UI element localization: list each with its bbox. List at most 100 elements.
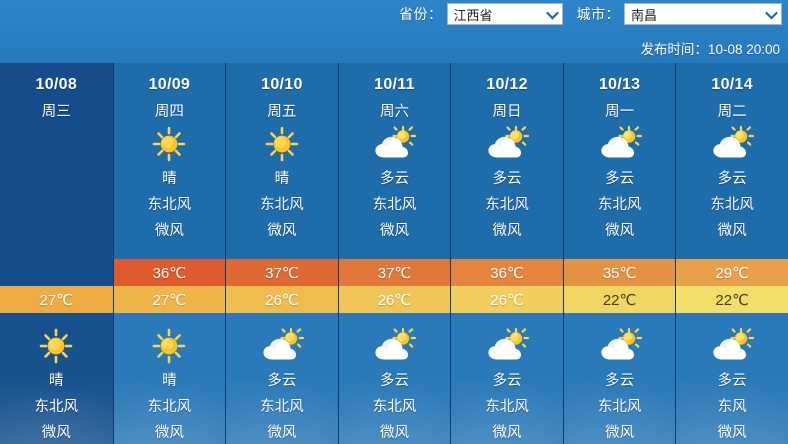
night-wind-direction: 东北风 <box>485 399 529 415</box>
high-temperature: 36℃ <box>113 259 226 286</box>
low-temperature: 26℃ <box>226 286 338 313</box>
night-wind-direction: 东北风 <box>260 399 304 415</box>
forecast-weekday: 周日 <box>492 104 522 120</box>
high-temperature: 37℃ <box>338 259 451 286</box>
night-wind-direction: 东北风 <box>372 399 417 415</box>
forecast-column[interactable]: 10/10 周五晴东北风 微风 37℃ 26℃ 多云 东北风 微风 <box>225 63 338 444</box>
night-wind-power: 微风 <box>605 425 635 441</box>
day-wind-power: 微风 <box>267 223 297 239</box>
high-temperature: 37℃ <box>226 259 338 286</box>
night-condition: 多云 <box>379 373 409 389</box>
forecast-column[interactable]: 10/14 周二 多云 东北风 微风 29℃ 22℃ 多云 东风 微风 <box>675 63 788 444</box>
day-forecast-cell: 10/11 周六多云东北风微风 <box>338 63 451 259</box>
day-wind-direction: 东北风 <box>710 197 754 213</box>
high-temperature <box>0 259 113 286</box>
night-forecast-cell: 多云 东北风 微风 <box>226 313 338 444</box>
day-wind-direction: 东北风 <box>147 197 192 213</box>
forecast-weekday: 周三 <box>41 104 71 120</box>
day-wind-direction: 东北风 <box>372 197 417 213</box>
low-temperature: 22℃ <box>563 286 676 313</box>
forecast-column[interactable]: 10/12 周日 多云 东北风 微风 36℃ 26℃ 多云 东北风 微风 <box>450 63 563 444</box>
sun-cloud-icon <box>260 327 304 365</box>
location-selectors: 省份： 江西省 城市： 南昌 <box>399 3 784 25</box>
day-forecast-cell: 10/13 周一多云东北风微风 <box>563 63 676 259</box>
sun-icon <box>147 125 191 163</box>
day-condition: 晴 <box>274 171 290 187</box>
forecast-weekday: 周四 <box>154 104 184 120</box>
sun-icon <box>34 327 78 365</box>
forecast-date: 10/11 <box>374 76 415 93</box>
sun-cloud-icon <box>710 327 755 365</box>
night-condition: 多云 <box>717 373 747 389</box>
sun-icon <box>147 327 191 365</box>
night-wind-power: 微风 <box>41 425 71 441</box>
city-label: 城市： <box>576 6 620 22</box>
day-forecast-cell: 10/10 周五晴东北风 微风 <box>226 63 338 259</box>
forecast-date: 10/12 <box>486 76 528 93</box>
sun-cloud-icon <box>485 327 530 365</box>
chevron-down-icon <box>767 9 776 18</box>
night-wind-power: 微风 <box>379 425 409 441</box>
day-forecast-cell: 10/09 周四晴东北风 微风 <box>113 63 226 259</box>
sun-cloud-icon <box>485 125 530 163</box>
night-wind-direction: 东风 <box>717 399 747 415</box>
city-select[interactable]: 南昌 <box>624 3 782 25</box>
day-wind-direction: 东北风 <box>485 197 529 213</box>
low-temperature: 26℃ <box>338 286 451 313</box>
sun-icon <box>260 125 304 163</box>
forecast-column[interactable]: 10/11 周六 多云 东北风 微风 37℃ 26℃ 多云 东北风 微风 <box>337 63 451 444</box>
night-forecast-cell: 多云 东北风 微风 <box>338 313 451 444</box>
forecast-column[interactable]: 10/09 周四晴东北风 微风 36℃ 27℃ 晴东北风 微风 <box>112 63 226 444</box>
night-condition: 多云 <box>605 373 635 389</box>
header-bar: 省份： 江西省 城市： 南昌 发布时间：10-08 20:00 <box>0 0 788 63</box>
high-temperature: 35℃ <box>563 259 676 286</box>
high-temperature: 36℃ <box>451 259 563 286</box>
day-forecast-cell: 10/12 周日多云东北风微风 <box>451 63 563 259</box>
night-forecast-cell: 多云 东北风 微风 <box>563 313 676 444</box>
day-wind-direction: 东北风 <box>260 197 304 213</box>
day-wind-direction: 东北风 <box>597 197 642 213</box>
night-condition: 晴 <box>162 373 177 389</box>
sun-cloud-icon <box>372 125 417 163</box>
forecast-column[interactable]: 10/13 周一 多云 东北风 微风 35℃ 22℃ 多云 东北风 微风 <box>562 63 676 444</box>
night-wind-power: 微风 <box>267 425 297 441</box>
night-wind-power: 微风 <box>717 425 747 441</box>
publish-time: 发布时间：10-08 20:00 <box>640 42 780 57</box>
forecast-date: 10/14 <box>711 76 753 93</box>
night-condition: 多云 <box>492 373 522 389</box>
forecast-weekday: 周六 <box>379 104 409 120</box>
province-label: 省份： <box>399 6 443 22</box>
night-wind-direction: 东北风 <box>147 399 192 415</box>
low-temperature: 22℃ <box>676 286 788 313</box>
day-forecast-cell: 10/14 周二 多云 东北风 微风 <box>676 63 788 259</box>
low-temperature: 26℃ <box>451 286 563 313</box>
night-condition: 晴 <box>49 373 64 389</box>
city-select-value: 南昌 <box>631 7 658 23</box>
day-condition: 多云 <box>492 171 522 187</box>
sun-cloud-icon <box>598 125 642 163</box>
high-temperature: 29℃ <box>676 259 788 286</box>
day-wind-power: 微风 <box>717 223 747 239</box>
forecast-column[interactable]: 10/08 周三 27℃ 晴东北风 微风 <box>0 63 113 444</box>
night-forecast-cell: 多云 东北风 微风 <box>451 313 563 444</box>
night-wind-direction: 东北风 <box>597 399 642 415</box>
night-wind-power: 微风 <box>492 425 522 441</box>
night-wind-direction: 东北风 <box>34 399 79 415</box>
night-forecast-cell: 晴东北风 微风 <box>0 313 113 444</box>
forecast-weekday: 周一 <box>605 104 635 120</box>
night-condition: 多云 <box>267 373 297 389</box>
forecast-weekday: 周二 <box>717 104 747 120</box>
forecast-date: 10/08 <box>35 76 78 93</box>
forecast-date: 10/09 <box>148 76 191 93</box>
day-condition: 多云 <box>605 171 635 187</box>
forecast-weekday: 周五 <box>267 104 297 120</box>
province-select[interactable]: 江西省 <box>446 3 563 25</box>
day-wind-power: 微风 <box>605 223 635 239</box>
day-wind-power: 微风 <box>492 223 522 239</box>
sun-cloud-icon <box>710 125 755 163</box>
day-wind-power: 微风 <box>379 223 409 239</box>
low-temperature: 27℃ <box>0 286 113 313</box>
forecast-date: 10/13 <box>598 76 641 93</box>
day-condition: 多云 <box>379 171 409 187</box>
